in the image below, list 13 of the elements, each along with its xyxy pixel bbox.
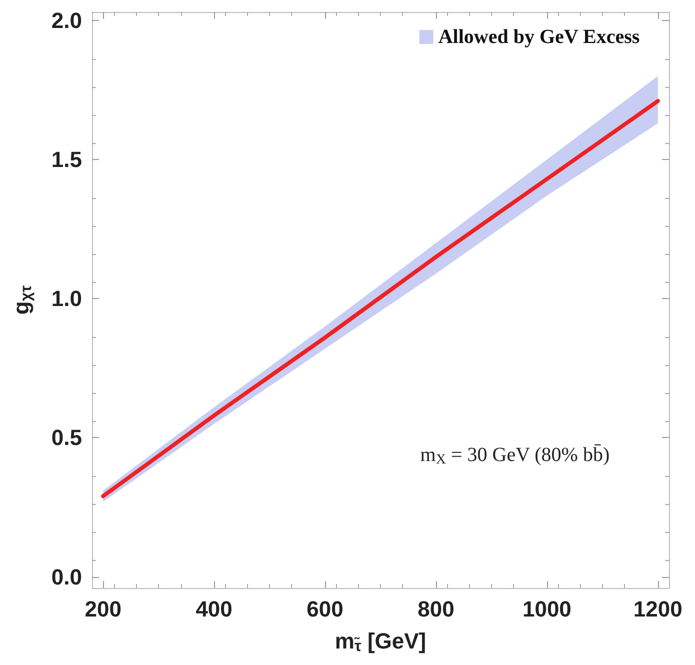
y-tick-label: 1.5 <box>51 146 82 172</box>
y-axis-title: gχτ <box>8 285 35 315</box>
x-tick-label: 800 <box>418 596 454 622</box>
x-tick-label: 1000 <box>522 596 572 622</box>
y-tick-label: 2.0 <box>51 8 82 33</box>
legend-label: Allowed by GeV Excess <box>438 26 640 48</box>
x-tick-label: 200 <box>84 596 122 622</box>
y-tick-label: 0.0 <box>51 564 82 590</box>
x-tick-label: 400 <box>196 596 232 622</box>
x-tick-label: 600 <box>306 596 344 622</box>
x-tick-label: 1200 <box>633 596 682 622</box>
y-tick-label: 1.0 <box>51 286 82 312</box>
y-tick-label: 0.5 <box>51 425 82 450</box>
